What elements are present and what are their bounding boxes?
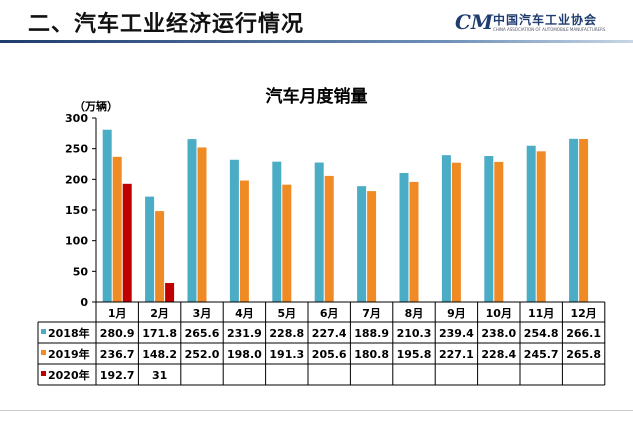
y-tick-label: 100 [65,235,88,248]
legend-swatch-2020年 [41,371,46,376]
slide-title: 二、汽车工业经济运行情况 [28,12,305,37]
category-label: 11月 [528,307,554,320]
y-tick-label: 150 [65,204,88,217]
category-label: 1月 [108,307,127,320]
bar-2018年-11月 [526,145,536,302]
data-label: 205.6 [312,348,347,361]
bar-2019年-4月 [239,180,249,302]
data-label: 245.7 [524,348,559,361]
footer-line [0,410,633,411]
y-axis-unit: （万辆） [74,100,118,113]
bar-2019年-8月 [409,181,419,302]
bar-2019年-5月 [282,184,292,302]
legend-swatch-2019年 [41,350,46,355]
chart-title: 汽车月度销量 [265,87,368,107]
category-label: 6月 [320,307,339,320]
data-label: 210.3 [397,327,432,340]
bar-2019年-11月 [536,151,546,302]
bar-2019年-9月 [451,162,461,302]
bar-2020年-1月 [122,183,132,302]
data-label: 180.8 [354,348,389,361]
data-label: 265.6 [185,327,220,340]
legend-swatch-2018年 [41,329,46,334]
data-label: 195.8 [397,348,432,361]
bar-2019年-10月 [494,161,504,302]
bar-2018年-12月 [569,138,579,302]
data-label: 238.0 [481,327,516,340]
data-label: 198.0 [227,348,262,361]
bar-2018年-8月 [399,173,409,302]
bar-2018年-1月 [102,129,112,302]
data-label: 239.4 [439,327,474,340]
data-label: 280.9 [100,327,135,340]
bar-2019年-1月 [112,156,122,302]
data-label: 228.4 [481,348,516,361]
data-label: 265.8 [566,348,601,361]
bar-2018年-6月 [314,162,324,302]
bar-2019年-2月 [155,211,165,302]
data-label: 191.3 [269,348,304,361]
data-label: 231.9 [227,327,262,340]
data-label: 227.1 [439,348,474,361]
caam-logo: CM 中国汽车工业协会 CHINA ASSOCIATION OF AUTOMOB… [455,10,630,36]
logo-subtext: CHINA ASSOCIATION OF AUTOMOBILE MANUFACT… [493,27,606,32]
category-label: 10月 [486,307,512,320]
data-label: 236.7 [100,348,135,361]
data-label: 188.9 [354,327,389,340]
y-tick-label: 200 [65,173,88,186]
bar-2018年-5月 [272,161,282,302]
y-tick-label: 300 [65,112,88,125]
data-label: 252.0 [185,348,220,361]
data-label: 171.8 [142,327,177,340]
bar-2018年-9月 [441,155,451,302]
data-label: 228.8 [269,327,304,340]
data-label: 227.4 [312,327,347,340]
logo-mark: CM [455,10,494,34]
category-label: 8月 [405,307,424,320]
data-label: 254.8 [524,327,559,340]
y-tick-label: 0 [80,296,88,309]
data-label: 148.2 [142,348,177,361]
category-label: 12月 [570,307,596,320]
bar-2018年-3月 [187,139,197,302]
category-label: 5月 [277,307,296,320]
bar-2020年-2月 [165,282,175,302]
category-label: 3月 [193,307,212,320]
bar-2019年-3月 [197,147,207,302]
data-label: 31 [152,369,167,382]
y-tick-label: 50 [73,265,89,278]
category-label: 2月 [150,307,169,320]
category-label: 9月 [447,307,466,320]
logo-text: 中国汽车工业协会 [493,13,598,27]
bar-2018年-4月 [229,159,239,302]
bar-2018年-2月 [145,196,155,302]
title-divider [0,40,633,43]
category-label: 4月 [235,307,254,320]
data-label: 266.1 [566,327,601,340]
data-label: 192.7 [100,369,135,382]
bar-2019年-12月 [579,138,589,302]
bar-2019年-7月 [367,191,377,302]
legend-label: 2018年 [48,326,90,340]
bar-2018年-10月 [484,156,494,302]
legend-label: 2019年 [48,347,90,361]
y-tick-label: 250 [65,143,88,156]
legend-label: 2020年 [48,368,90,382]
bar-2019年-6月 [324,175,334,302]
category-label: 7月 [362,307,381,320]
bar-2018年-7月 [357,186,367,302]
